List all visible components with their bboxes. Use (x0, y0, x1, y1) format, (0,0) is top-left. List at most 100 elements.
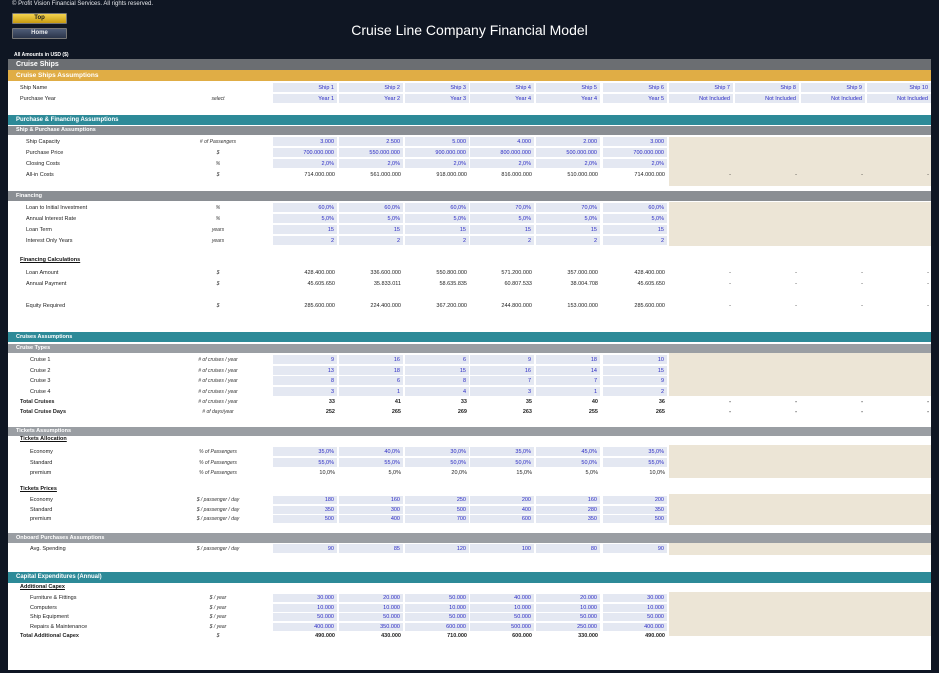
purchase-year-select[interactable]: Year 3 (405, 94, 470, 104)
value-cell[interactable]: 10 (603, 355, 668, 365)
value-cell[interactable]: 60,0% (339, 203, 404, 213)
value-cell[interactable]: 500 (405, 505, 470, 515)
value-cell[interactable]: 50.000 (405, 613, 470, 622)
value-cell[interactable]: 50,0% (470, 457, 535, 468)
value-cell[interactable]: 3 (470, 386, 535, 397)
value-cell[interactable]: 3.000 (603, 137, 668, 147)
value-cell[interactable]: 6 (339, 376, 404, 386)
value-cell[interactable]: 20.000 (536, 594, 601, 603)
value-cell[interactable]: 180 (273, 496, 338, 505)
purchase-year-select[interactable]: Year 1 (273, 94, 338, 104)
value-cell[interactable]: 2,0% (273, 159, 338, 169)
value-cell[interactable]: 45,0% (536, 447, 601, 457)
value-cell[interactable]: 15 (603, 225, 668, 235)
value-cell[interactable]: 70,0% (470, 203, 535, 213)
ship-name-cell[interactable]: Ship 5 (536, 83, 601, 93)
value-cell[interactable]: 2,0% (339, 159, 404, 169)
value-cell[interactable]: 15 (339, 225, 404, 235)
value-cell[interactable]: 14 (536, 365, 601, 376)
value-cell[interactable]: 160 (339, 496, 404, 505)
ship-name-cell[interactable]: Ship 3 (405, 83, 470, 93)
value-cell[interactable]: 50.000 (536, 613, 601, 622)
purchase-year-select[interactable]: Year 2 (339, 94, 404, 104)
value-cell[interactable]: 9 (273, 355, 338, 365)
value-cell[interactable]: 500 (273, 515, 338, 524)
value-cell[interactable]: 50.000 (470, 613, 535, 622)
value-cell[interactable]: 60,0% (273, 203, 338, 213)
value-cell[interactable]: 700 (405, 515, 470, 524)
value-cell[interactable]: 500.000.000 (536, 148, 601, 158)
value-cell[interactable]: 15 (470, 225, 535, 235)
value-cell[interactable]: 8 (405, 376, 470, 386)
value-cell[interactable]: 5,0% (405, 214, 470, 224)
value-cell[interactable]: 250 (405, 496, 470, 505)
value-cell[interactable]: 100 (470, 544, 535, 554)
value-cell[interactable]: 2,0% (536, 159, 601, 169)
value-cell[interactable]: 15 (536, 225, 601, 235)
value-cell[interactable]: 250.000 (536, 622, 601, 632)
purchase-year-select[interactable]: Not Included (801, 94, 866, 104)
value-cell[interactable]: 400.000 (603, 622, 668, 632)
value-cell[interactable]: 280 (536, 505, 601, 515)
value-cell[interactable]: 900.000.000 (405, 148, 470, 158)
value-cell[interactable]: 80 (536, 544, 601, 554)
value-cell[interactable]: 4.000 (470, 137, 535, 147)
purchase-year-select[interactable]: Year 5 (603, 94, 668, 104)
value-cell[interactable]: 30.000 (273, 594, 338, 603)
value-cell[interactable]: 15 (405, 365, 470, 376)
value-cell[interactable]: 300 (339, 505, 404, 515)
value-cell[interactable]: 15 (405, 225, 470, 235)
value-cell[interactable]: 18 (339, 365, 404, 376)
value-cell[interactable]: 1 (536, 386, 601, 397)
value-cell[interactable]: 18 (536, 355, 601, 365)
value-cell[interactable]: 350 (536, 515, 601, 524)
value-cell[interactable]: 7 (536, 376, 601, 386)
value-cell[interactable]: 85 (339, 544, 404, 554)
value-cell[interactable]: 5,0% (470, 214, 535, 224)
ship-name-cell[interactable]: Ship 8 (735, 83, 800, 93)
value-cell[interactable]: 2 (536, 236, 601, 246)
value-cell[interactable]: 9 (603, 376, 668, 386)
value-cell[interactable]: 700.000.000 (273, 148, 338, 158)
home-button[interactable]: Home (12, 28, 67, 39)
value-cell[interactable]: 60,0% (405, 203, 470, 213)
value-cell[interactable]: 2,0% (405, 159, 470, 169)
ship-name-cell[interactable]: Ship 1 (273, 83, 338, 93)
value-cell[interactable]: 35,0% (273, 447, 338, 457)
value-cell[interactable]: 400.000 (273, 622, 338, 632)
value-cell[interactable]: 10.000 (339, 603, 404, 613)
value-cell[interactable]: 50.000 (273, 613, 338, 622)
value-cell[interactable]: 40,0% (339, 447, 404, 457)
value-cell[interactable]: 16 (470, 365, 535, 376)
ship-name-cell[interactable]: Ship 6 (603, 83, 668, 93)
value-cell[interactable]: 2 (470, 236, 535, 246)
value-cell[interactable]: 160 (536, 496, 601, 505)
value-cell[interactable]: 40.000 (470, 594, 535, 603)
value-cell[interactable]: 2,0% (603, 159, 668, 169)
value-cell[interactable]: 70,0% (536, 203, 601, 213)
value-cell[interactable]: 350 (273, 505, 338, 515)
value-cell[interactable]: 3 (273, 386, 338, 397)
value-cell[interactable]: 50.000 (603, 613, 668, 622)
value-cell[interactable]: 5.000 (405, 137, 470, 147)
purchase-year-select[interactable]: Year 4 (470, 94, 535, 104)
value-cell[interactable]: 10.000 (273, 603, 338, 613)
value-cell[interactable]: 5,0% (339, 214, 404, 224)
value-cell[interactable]: 55,0% (603, 457, 668, 468)
value-cell[interactable]: 2 (405, 236, 470, 246)
value-cell[interactable]: 2 (603, 236, 668, 246)
value-cell[interactable]: 200 (470, 496, 535, 505)
value-cell[interactable]: 350.000 (339, 622, 404, 632)
value-cell[interactable]: 500.000 (470, 622, 535, 632)
value-cell[interactable]: 5,0% (603, 214, 668, 224)
value-cell[interactable]: 30.000 (603, 594, 668, 603)
ship-name-cell[interactable]: Ship 2 (339, 83, 404, 93)
value-cell[interactable]: 400 (339, 515, 404, 524)
value-cell[interactable]: 50.000 (339, 613, 404, 622)
value-cell[interactable]: 30,0% (405, 447, 470, 457)
value-cell[interactable]: 3.000 (273, 137, 338, 147)
value-cell[interactable]: 8 (273, 376, 338, 386)
value-cell[interactable]: 50.000 (405, 594, 470, 603)
value-cell[interactable]: 4 (405, 386, 470, 397)
value-cell[interactable]: 15 (603, 365, 668, 376)
